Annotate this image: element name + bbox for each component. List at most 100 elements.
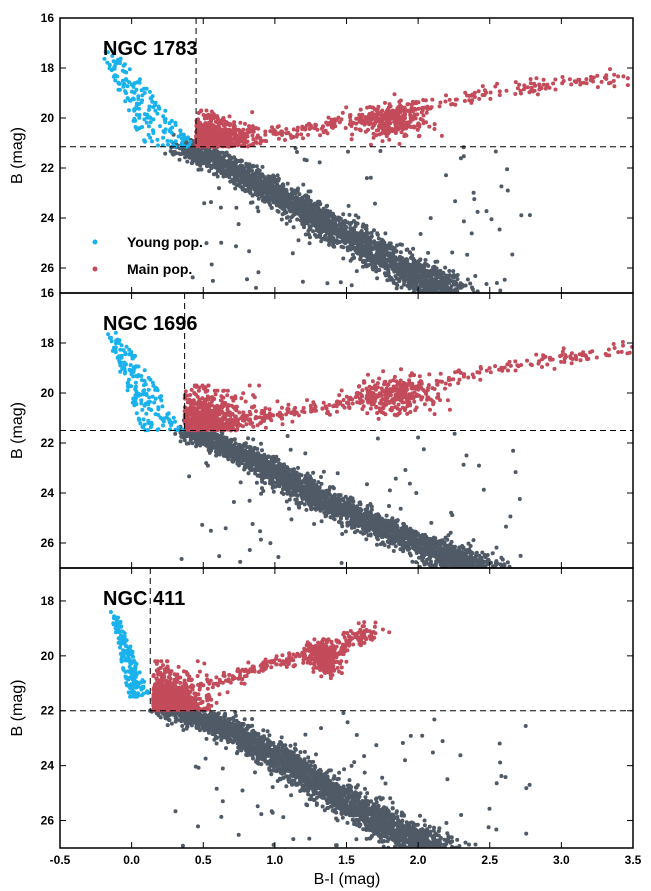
ms-point [319,224,324,229]
ms-point [440,280,445,284]
ms-point [393,544,398,549]
young-point [173,123,178,128]
ms-point [402,282,406,287]
ms-point [229,168,234,173]
ms-point [404,274,409,279]
ms-point [375,276,380,281]
main-point [258,141,263,146]
ms-point [350,242,355,247]
ms-point [207,159,212,164]
young-point [137,106,141,111]
ms-point [400,256,405,261]
field-point [428,216,433,221]
main-point [488,90,493,95]
ms-point [381,259,385,264]
ms-point [420,279,424,284]
ms-point [374,265,379,270]
young-point [134,101,139,106]
young-point [134,126,139,131]
ms-point [398,250,403,255]
main-point [392,92,397,97]
ms-point [385,251,390,255]
field-point [527,213,532,218]
main-point [284,127,289,131]
field-point [469,231,474,236]
main-point [215,131,220,136]
main-point [353,126,358,131]
young-point [113,73,117,78]
ms-point [426,263,431,268]
field-point [472,197,477,202]
ms-point [364,226,369,231]
ms-point [271,173,276,178]
ms-point [364,229,369,234]
main-point [354,121,359,126]
ms-point [451,281,456,286]
main-point [477,96,482,101]
ms-point [303,210,308,215]
main-point [197,123,201,128]
main-point [411,101,416,106]
ms-point [318,230,323,235]
ms-point [375,260,380,265]
young-point [113,78,118,83]
ms-point [341,233,346,237]
field-point [499,184,504,189]
field-point [254,285,258,290]
ms-point [224,164,229,169]
field-point [368,175,373,180]
ms-point [433,259,438,264]
main-point [467,98,472,103]
main-point [589,74,593,79]
main-point [251,126,256,131]
main-point [208,135,213,140]
field-point [256,181,261,186]
ms-point [319,239,324,244]
ms-point [240,172,245,176]
main-point [543,86,548,91]
ms-point [443,265,448,270]
field-point [471,190,476,195]
main-point [363,129,368,134]
field-point [505,167,510,172]
young-point [179,132,184,137]
young-point [105,50,110,55]
ms-point [391,549,396,553]
main-point [216,122,221,127]
main-point [334,117,339,122]
ms-point [371,257,376,262]
ms-point [254,187,259,192]
ms-point [398,242,403,247]
ms-point [484,282,489,286]
ms-point [308,226,313,231]
main-point [217,142,222,147]
ms-point [423,258,428,262]
y-tick-label: 16 [41,11,55,25]
young-point [120,78,125,83]
ms-point [416,269,421,274]
ms-point [233,186,238,191]
ms-point [290,190,295,195]
ms-point [246,436,250,441]
main-point [541,82,546,87]
ms-point [236,159,241,163]
main-point [360,112,365,117]
ms-point [289,187,294,192]
field-point [475,289,480,293]
main-point [403,115,407,120]
ms-point [247,162,252,167]
ms-point [214,171,219,176]
main-point [360,119,365,124]
young-point [176,134,181,139]
field-point [409,275,414,280]
ms-point [473,274,478,278]
main-point [328,120,333,125]
main-point [232,124,237,129]
main-point [235,139,240,144]
ms-point [295,188,300,193]
main-point [599,79,604,84]
main-point [368,142,373,147]
main-point [429,105,434,110]
main-point [371,135,376,140]
field-point [493,149,498,154]
